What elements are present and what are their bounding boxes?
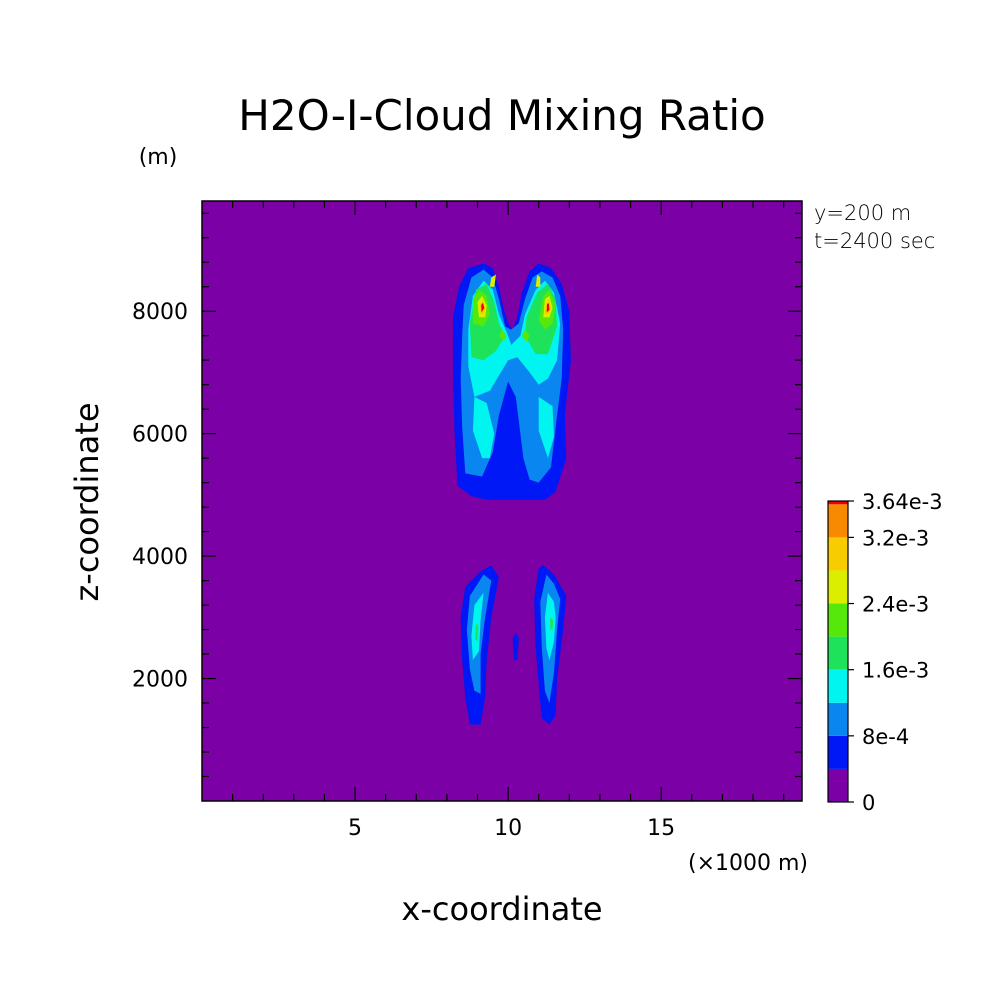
x-tick-label: 10 [494, 816, 522, 841]
plot-frame [201, 200, 803, 802]
colorbar-swatch [828, 603, 848, 637]
contour-region [489, 274, 496, 287]
y-tick-label: 8000 [132, 300, 188, 325]
colorbar-swatch [828, 735, 848, 769]
x-unit-label: (×1000 m) [688, 851, 808, 876]
colorbar-swatch [828, 570, 848, 604]
x-tick-label: 5 [348, 816, 362, 841]
contour-region [481, 302, 485, 313]
x-axis: 5 10 15 [232, 201, 785, 841]
plot-background [202, 201, 802, 801]
y-axis: 2000 4000 6000 8000 [132, 212, 802, 778]
plot-area [201, 200, 803, 802]
contour-region [512, 632, 519, 661]
x-tick-label: 15 [647, 816, 675, 841]
colorbar-tick-label: 2.4e-3 [862, 593, 929, 617]
annotation-t: t=2400 sec [814, 229, 935, 253]
y-tick-label: 2000 [132, 668, 188, 693]
colorbar-swatch [828, 501, 848, 505]
y-tick-label: 6000 [132, 423, 188, 448]
y-axis-label: z-coordinate [68, 402, 106, 601]
x-axis-label: x-coordinate [401, 890, 602, 928]
y-tick-label: 4000 [132, 545, 188, 570]
contour-region [472, 396, 495, 459]
colorbar-swatch [828, 537, 848, 571]
colorbar-tick-label: 1.6e-3 [862, 659, 929, 683]
colorbar-swatch [828, 702, 848, 736]
colorbar-swatch [828, 636, 848, 670]
contour-region [498, 329, 507, 342]
contour-region [475, 623, 479, 642]
colorbar-swatch [828, 669, 848, 703]
contour-region [538, 396, 554, 459]
chart-title: H2O-I-Cloud Mixing Ratio [238, 91, 765, 140]
contour-region [546, 303, 550, 313]
colorbar-swatch [828, 768, 848, 802]
colorbar-swatch [828, 504, 848, 538]
colorbar-tick-label: 0 [862, 791, 875, 815]
annotation-y: y=200 m [814, 201, 911, 225]
contour-region [550, 617, 554, 630]
y-unit-label: (m) [139, 145, 178, 170]
colorbar-frame [827, 500, 849, 803]
colorbar-tick-label: 3.64e-3 [862, 490, 943, 514]
colorbar-tick-label: 3.2e-3 [862, 526, 929, 550]
colorbar-tick-label: 8e-4 [862, 725, 909, 749]
contour-region [535, 274, 541, 287]
contour-region [521, 329, 530, 342]
colorbar: 0 8e-4 1.6e-3 2.4e-3 3.2e-3 3.64e-3 [827, 490, 943, 815]
contour-region [544, 592, 556, 661]
